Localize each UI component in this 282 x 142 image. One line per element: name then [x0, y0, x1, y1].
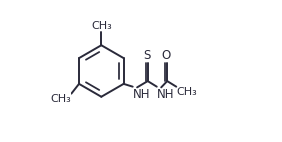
- Text: CH₃: CH₃: [91, 21, 112, 31]
- Text: CH₃: CH₃: [50, 94, 71, 104]
- Text: CH₃: CH₃: [177, 87, 198, 97]
- Text: NH: NH: [157, 88, 175, 101]
- Text: O: O: [162, 49, 171, 62]
- Text: S: S: [143, 49, 150, 62]
- Text: NH: NH: [133, 88, 151, 101]
